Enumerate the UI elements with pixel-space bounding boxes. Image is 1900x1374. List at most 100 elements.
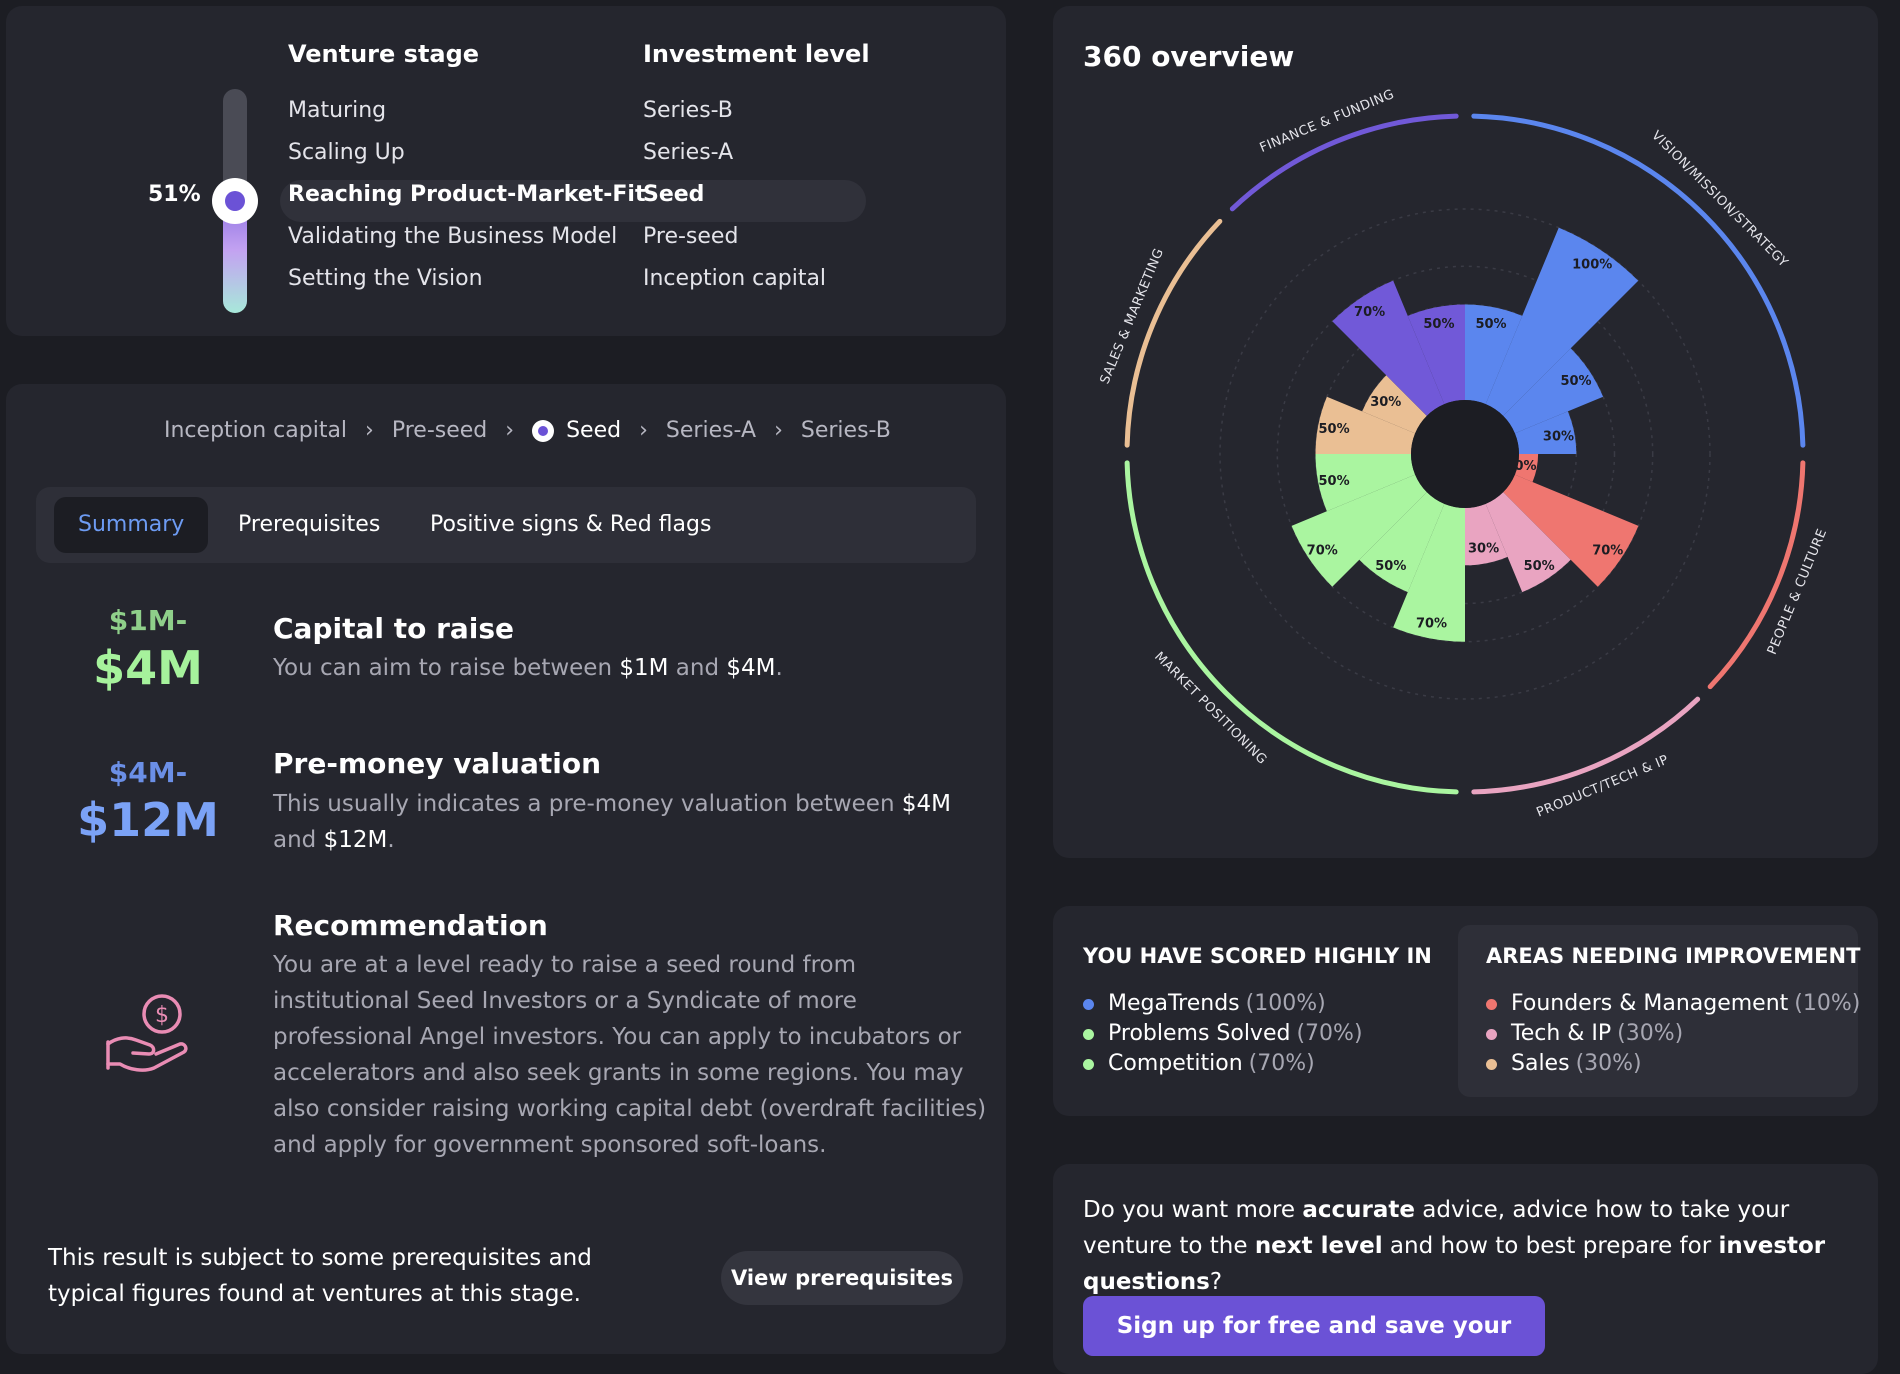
polar-wedge: [1485, 227, 1639, 416]
valuation-text: This usually indicates a pre-money valua…: [273, 786, 993, 858]
selected-row-highlight: [280, 180, 866, 222]
view-prerequisites-button[interactable]: View prerequisites: [721, 1251, 963, 1305]
category-label: MARKET POSITIONING: [1151, 649, 1269, 767]
cta-t2: advice, advice how to take your venture …: [1083, 1197, 1790, 1259]
improvement-item: Tech & IP (30%): [1486, 1019, 1860, 1049]
improvement-percent: (30%): [1617, 1021, 1684, 1046]
grid-circle: [1276, 265, 1654, 643]
capital-title: Capital to raise: [273, 612, 515, 645]
high-score-item: Problems Solved (70%): [1083, 1019, 1363, 1049]
polar-wedge: [1393, 503, 1465, 642]
category-ring: [1471, 696, 1701, 795]
improvement-item: Founders & Management (10%): [1486, 989, 1860, 1019]
cta-t1: Do you want more: [1083, 1197, 1303, 1223]
breadcrumb: Inception capital › Pre-seed › Seed › Se…: [160, 418, 895, 443]
cta-b2: next level: [1254, 1233, 1383, 1259]
capital-max: $4M: [726, 655, 776, 681]
recommendation-text: You are at a level ready to raise a seed…: [273, 952, 987, 1158]
improvement-label: Founders & Management: [1511, 991, 1789, 1016]
investment-level-header: Investment level: [643, 40, 870, 68]
valuation-range-top: $4M-: [108, 756, 188, 789]
polar-wedge: [1407, 304, 1465, 405]
category-ring: [1124, 218, 1223, 448]
polar-wedge: [1315, 454, 1416, 512]
capital-text-c: .: [775, 655, 783, 681]
wedge-value-label: 70%: [1307, 543, 1338, 558]
bullet-dot: [1083, 998, 1094, 1010]
high-score-percent: (70%): [1248, 1051, 1315, 1076]
breadcrumb-item[interactable]: Series-A: [665, 418, 757, 443]
stage-row[interactable]: Scaling Up: [288, 140, 405, 165]
polar-wedge: [1503, 348, 1604, 434]
investment-row[interactable]: Series-B: [643, 98, 733, 123]
bullet-dot: [1083, 1028, 1094, 1040]
polar-wedge: [1503, 474, 1639, 587]
stage-row-selected[interactable]: Reaching Product-Market-Fit: [288, 182, 646, 207]
wedge-value-label: 50%: [1375, 559, 1406, 574]
bullet-dot: [1486, 1058, 1497, 1070]
polar-wedge: [1514, 454, 1539, 482]
stage-slider-handle[interactable]: [212, 178, 258, 224]
valuation-max: $12M: [323, 827, 388, 853]
high-score-label: Problems Solved: [1108, 1021, 1291, 1046]
improvement-label: Sales: [1511, 1051, 1570, 1076]
svg-text:$: $: [155, 1003, 169, 1028]
chevron-right-icon: ›: [505, 418, 515, 443]
polar-wedge: [1291, 474, 1427, 587]
tab-prerequisites[interactable]: Prerequisites: [238, 512, 381, 537]
category-ring: [1707, 460, 1806, 690]
breadcrumb-item[interactable]: Series-B: [800, 418, 891, 443]
valuation-text-b: and: [273, 827, 324, 853]
cta-t3: and how to best prepare for: [1382, 1233, 1719, 1259]
polar-wedge: [1332, 280, 1445, 416]
breadcrumb-item[interactable]: Inception capital: [164, 418, 348, 443]
overview-card: 360 overview 50% 100% 50% 30% 10% 70% 50% 30% 70…: [1053, 6, 1878, 858]
polar-wedge: [1362, 375, 1427, 434]
stage-percent: 51%: [148, 182, 201, 207]
improvement-panel: [1458, 925, 1858, 1097]
prerequisites-footnote: This result is subject to some prerequis…: [48, 1245, 592, 1307]
breadcrumb-item-current[interactable]: Seed: [528, 418, 625, 443]
capital-text-a: You can aim to raise between: [273, 655, 620, 681]
category-ring: [1471, 113, 1806, 448]
stage-row[interactable]: Setting the Vision: [288, 266, 483, 291]
wedge-value-label: 100%: [1572, 258, 1612, 273]
investment-row[interactable]: Pre-seed: [643, 224, 739, 249]
capital-min: $1M: [619, 655, 669, 681]
investment-row[interactable]: Series-A: [643, 140, 734, 165]
cta-b3: investor questions: [1083, 1233, 1826, 1295]
wedge-value-label: 70%: [1416, 616, 1447, 631]
investment-row[interactable]: Inception capital: [643, 266, 827, 291]
cta-b1: accurate: [1302, 1197, 1415, 1223]
cta-text: Do you want more accurate advice, advice…: [1083, 1192, 1863, 1300]
improvement-item: Sales (30%): [1486, 1049, 1860, 1079]
improvement-title: AREAS NEEDING IMPROVEMENT: [1486, 944, 1861, 968]
valuation-min: $4M: [901, 791, 951, 817]
breadcrumb-current-label: Seed: [566, 418, 622, 443]
investment-row-selected[interactable]: Seed: [643, 182, 705, 207]
wedge-value-label: 30%: [1468, 541, 1499, 556]
polar-wedge: [1315, 396, 1416, 454]
stage-row[interactable]: Maturing: [288, 98, 387, 123]
grid-circle: [1219, 208, 1711, 700]
stage-row[interactable]: Validating the Business Model: [288, 224, 618, 249]
tab-positive-signs-red-flags[interactable]: Positive signs & Red flags: [430, 512, 712, 537]
capital-text: You can aim to raise between $1M and $4M…: [273, 650, 983, 686]
bullet-dot: [1486, 998, 1497, 1010]
polar-wedge: [1465, 503, 1508, 566]
polar-wedge: [1359, 492, 1445, 593]
current-stage-dot-icon: [532, 419, 555, 442]
category-ring: [1229, 113, 1459, 212]
valuation-text-a: This usually indicates a pre-money valua…: [273, 791, 902, 817]
sign-up-button[interactable]: Sign up for free and save your score: [1083, 1296, 1545, 1374]
breadcrumb-item[interactable]: Pre-seed: [391, 418, 488, 443]
tab-summary[interactable]: Summary: [54, 497, 209, 553]
polar-wedge: [1465, 304, 1523, 405]
overview-title: 360 overview: [1083, 40, 1295, 73]
category-ring: [1124, 460, 1459, 795]
valuation-title: Pre-money valuation: [273, 747, 602, 780]
improvement-percent: (10%): [1794, 991, 1861, 1016]
venture-stage-header: Venture stage: [288, 40, 480, 68]
category-label: VISION/MISSION/STRATEGY: [1648, 128, 1790, 270]
capital-range-top: $1M-: [108, 604, 188, 637]
